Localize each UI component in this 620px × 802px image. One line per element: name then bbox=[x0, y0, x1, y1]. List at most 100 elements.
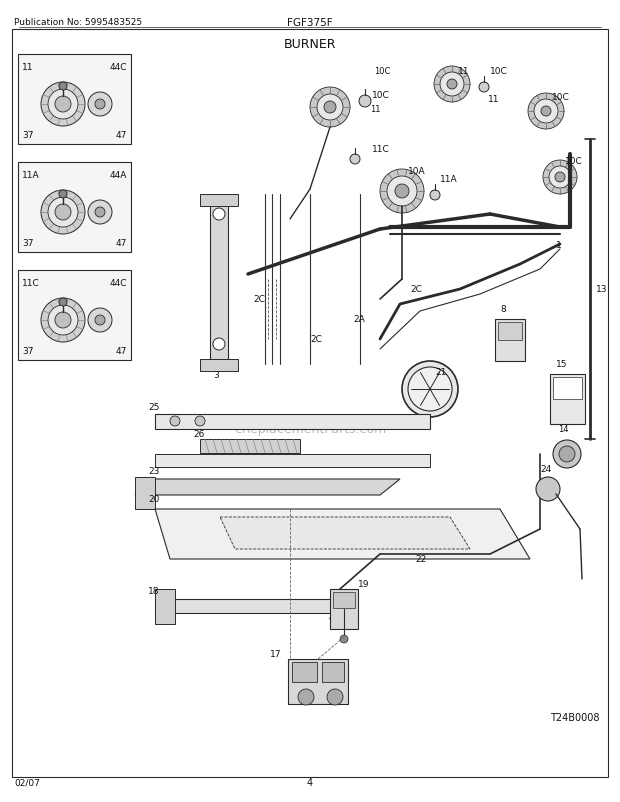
Circle shape bbox=[402, 362, 458, 418]
Bar bbox=[553, 378, 582, 399]
Text: 10C: 10C bbox=[490, 67, 508, 76]
Circle shape bbox=[213, 338, 225, 350]
Circle shape bbox=[447, 80, 457, 90]
Polygon shape bbox=[155, 509, 530, 559]
Circle shape bbox=[359, 96, 371, 107]
Text: BURNER: BURNER bbox=[284, 38, 336, 51]
Circle shape bbox=[48, 306, 78, 335]
Text: FGF375F: FGF375F bbox=[287, 18, 333, 28]
Text: 11: 11 bbox=[458, 67, 469, 76]
Text: 44C: 44C bbox=[110, 63, 127, 72]
Text: 2C: 2C bbox=[410, 286, 422, 294]
Text: 8: 8 bbox=[500, 305, 506, 314]
Text: 11C: 11C bbox=[372, 145, 390, 154]
Text: 11: 11 bbox=[370, 105, 381, 115]
Text: 10C: 10C bbox=[552, 93, 570, 103]
Circle shape bbox=[195, 416, 205, 427]
Text: Publication No: 5995483525: Publication No: 5995483525 bbox=[14, 18, 142, 27]
Circle shape bbox=[55, 205, 71, 221]
Bar bbox=[333, 592, 355, 608]
Text: 3: 3 bbox=[213, 371, 219, 380]
Circle shape bbox=[387, 176, 417, 207]
Text: 24: 24 bbox=[540, 465, 551, 474]
Circle shape bbox=[41, 191, 85, 235]
Bar bbox=[18, 270, 131, 361]
Circle shape bbox=[55, 313, 71, 329]
Circle shape bbox=[528, 94, 564, 130]
Text: 2C: 2C bbox=[253, 295, 265, 304]
Polygon shape bbox=[155, 599, 340, 614]
Circle shape bbox=[380, 170, 424, 214]
Circle shape bbox=[408, 367, 452, 411]
Bar bbox=[495, 320, 525, 362]
Text: eReplacementParts.com: eReplacementParts.com bbox=[234, 423, 386, 436]
Circle shape bbox=[55, 97, 71, 113]
Text: 2A: 2A bbox=[353, 315, 365, 324]
Text: 23: 23 bbox=[148, 467, 159, 476]
Text: 37: 37 bbox=[22, 131, 33, 140]
Bar bbox=[330, 589, 358, 630]
Circle shape bbox=[317, 95, 343, 121]
Text: 11: 11 bbox=[22, 63, 33, 72]
Bar bbox=[18, 55, 131, 145]
Circle shape bbox=[559, 447, 575, 463]
Circle shape bbox=[48, 198, 78, 228]
Circle shape bbox=[430, 191, 440, 200]
Polygon shape bbox=[135, 477, 155, 509]
Circle shape bbox=[88, 309, 112, 333]
Circle shape bbox=[213, 209, 225, 221]
Circle shape bbox=[41, 83, 85, 127]
Circle shape bbox=[534, 100, 558, 124]
Bar bbox=[200, 359, 238, 371]
Circle shape bbox=[549, 167, 571, 188]
Text: 25: 25 bbox=[148, 403, 159, 412]
Text: 11C: 11C bbox=[22, 278, 40, 288]
Text: 13: 13 bbox=[596, 286, 608, 294]
Circle shape bbox=[48, 90, 78, 119]
Text: 47: 47 bbox=[115, 131, 127, 140]
Circle shape bbox=[170, 416, 180, 427]
Text: 11A: 11A bbox=[22, 171, 40, 180]
Bar bbox=[292, 662, 317, 683]
Circle shape bbox=[298, 689, 314, 705]
Circle shape bbox=[340, 635, 348, 643]
Text: 11A: 11A bbox=[440, 176, 458, 184]
Bar bbox=[550, 375, 585, 424]
Circle shape bbox=[440, 73, 464, 97]
Bar bbox=[210, 200, 228, 365]
Circle shape bbox=[479, 83, 489, 93]
Text: 26: 26 bbox=[193, 430, 205, 439]
Text: 19: 19 bbox=[358, 580, 370, 589]
Text: 22: 22 bbox=[415, 555, 427, 564]
Circle shape bbox=[541, 107, 551, 117]
Polygon shape bbox=[155, 589, 175, 624]
Circle shape bbox=[310, 88, 350, 128]
Bar bbox=[322, 662, 344, 683]
Text: 1: 1 bbox=[556, 241, 562, 249]
Text: 10A: 10A bbox=[408, 168, 425, 176]
Circle shape bbox=[59, 191, 67, 199]
Circle shape bbox=[41, 298, 85, 342]
Bar bbox=[200, 195, 238, 207]
Bar bbox=[200, 439, 300, 453]
Circle shape bbox=[434, 67, 470, 103]
Text: 10C: 10C bbox=[565, 157, 583, 166]
Polygon shape bbox=[155, 455, 430, 468]
Circle shape bbox=[350, 155, 360, 164]
Circle shape bbox=[59, 83, 67, 91]
Text: 37: 37 bbox=[22, 239, 33, 248]
Text: 10C: 10C bbox=[372, 91, 390, 100]
Circle shape bbox=[536, 477, 560, 501]
Text: 4: 4 bbox=[307, 777, 313, 787]
Polygon shape bbox=[220, 517, 470, 549]
Text: 10C: 10C bbox=[374, 67, 391, 76]
Circle shape bbox=[543, 160, 577, 195]
Text: 44C: 44C bbox=[110, 278, 127, 288]
Text: 20: 20 bbox=[148, 495, 159, 504]
Text: 11: 11 bbox=[488, 95, 500, 104]
Text: 18: 18 bbox=[148, 587, 159, 596]
Text: T24B0008: T24B0008 bbox=[551, 712, 600, 722]
Text: 37: 37 bbox=[22, 346, 33, 355]
Bar bbox=[288, 659, 348, 704]
Text: 15: 15 bbox=[556, 360, 567, 369]
